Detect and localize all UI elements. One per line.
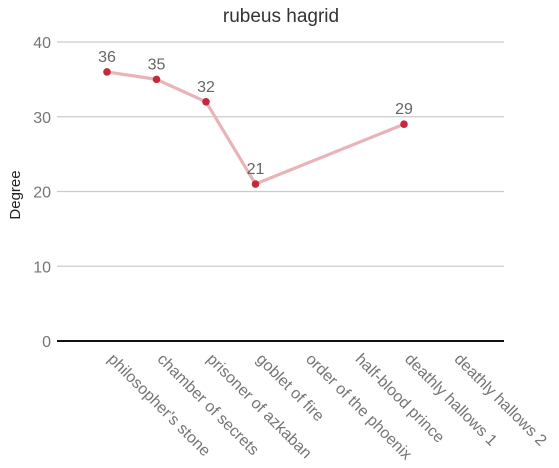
y-tick-label: 10: [33, 259, 51, 276]
y-tick-labels: 0 10 20 30 40: [33, 35, 51, 351]
y-tick-label: 40: [33, 35, 51, 52]
chart-title: rubeus hagrid: [223, 6, 339, 27]
data-point: [251, 180, 260, 188]
data-label: 29: [395, 101, 413, 118]
y-axis-label: Degree: [7, 170, 24, 219]
x-tick-label: half-blood prince: [352, 351, 448, 447]
data-point: [400, 120, 408, 129]
data-label: 21: [247, 161, 265, 178]
data-point: [103, 68, 111, 76]
data-labels: 36 35 32 21 29: [98, 49, 413, 178]
gridlines: [57, 41, 504, 342]
x-tick-label: deathly hallows 2: [451, 351, 550, 450]
data-label: 36: [98, 49, 116, 66]
data-point: [152, 75, 161, 84]
x-tick-label: deathly hallows 1: [401, 351, 500, 450]
y-tick-label: 20: [33, 185, 51, 202]
data-point: [202, 98, 210, 106]
data-label: 32: [197, 79, 215, 96]
y-tick-label: 30: [33, 110, 51, 127]
data-label: 35: [148, 56, 166, 73]
series-points: [103, 68, 408, 188]
y-tick-label: 0: [42, 334, 51, 351]
